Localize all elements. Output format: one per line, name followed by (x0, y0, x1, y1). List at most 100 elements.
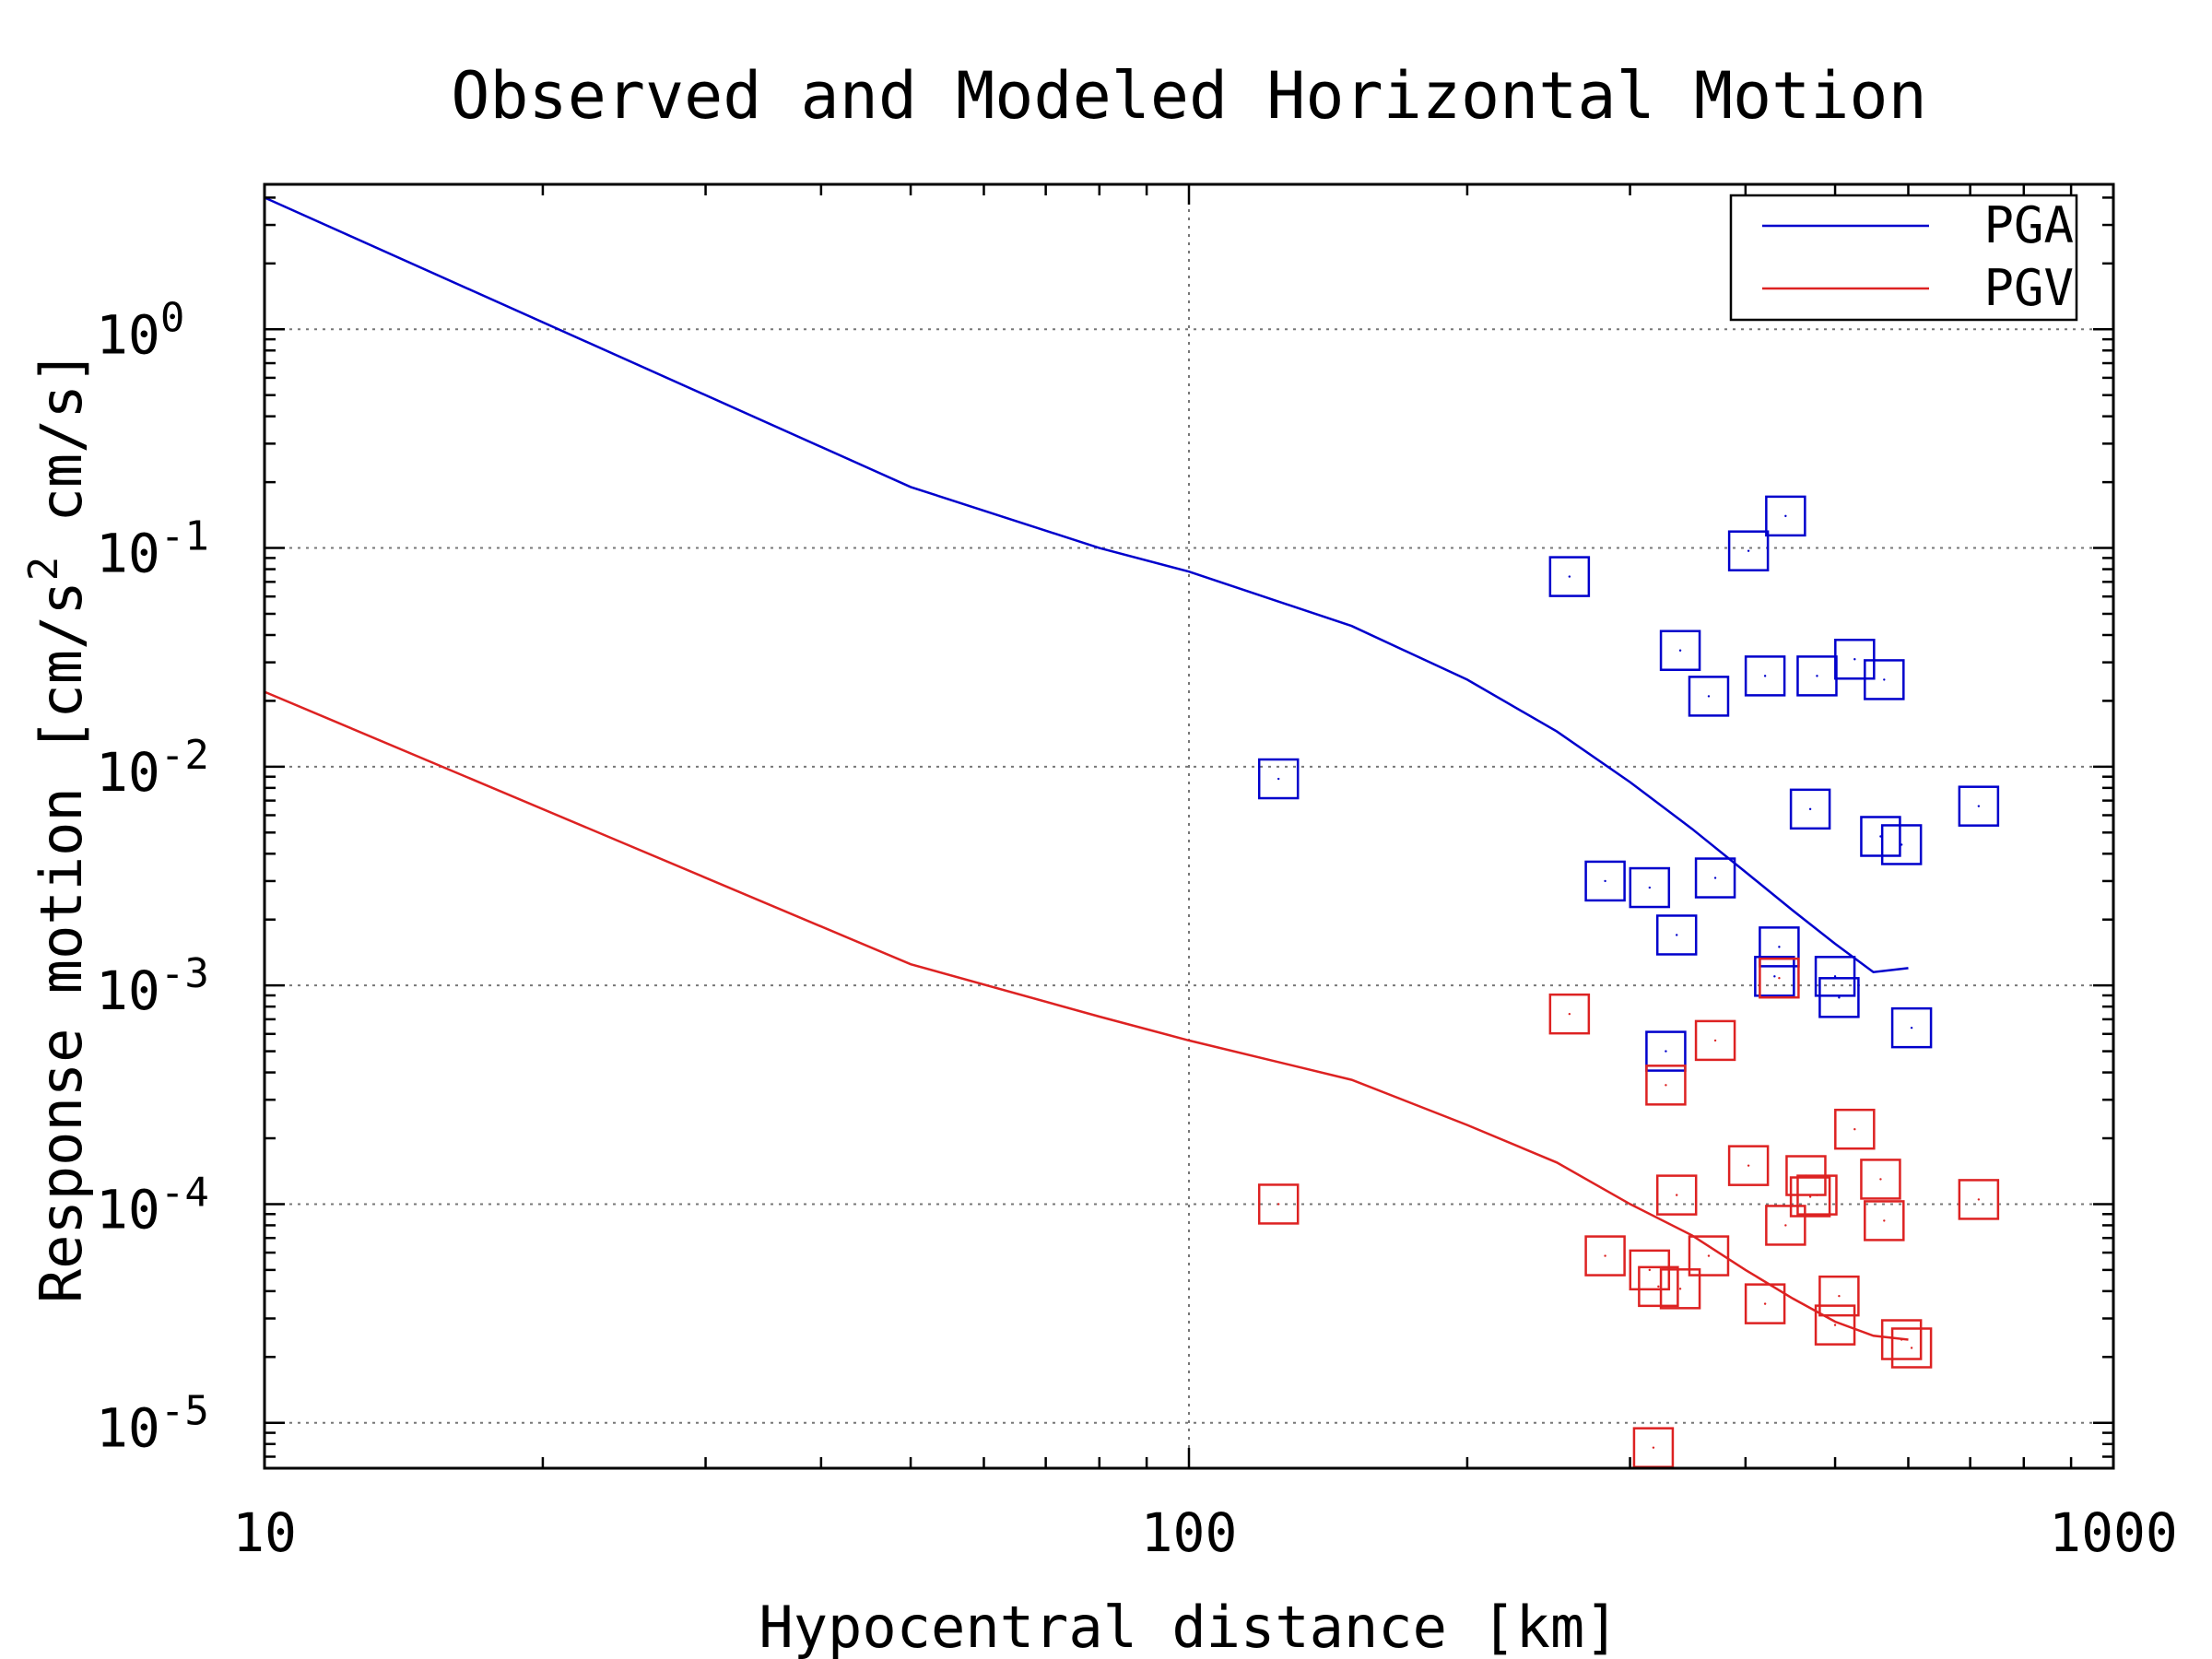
x-tick-label: 10 (232, 1501, 297, 1564)
pgv-observed-marker (1818, 1275, 1860, 1317)
pgv-observed-marker (1890, 1327, 1933, 1369)
pga-observed-point (1713, 877, 1717, 879)
pga-observed-marker (1629, 866, 1671, 909)
pga-observed-marker (1958, 785, 2000, 827)
y-tick-label: 100 (96, 294, 184, 366)
pga-observed-marker (1880, 824, 1923, 865)
y-axis-label: Response motion [cm/s2 cm/s] (20, 350, 95, 1303)
pga-observed-marker (1789, 788, 1831, 830)
pgv-observed-marker (1548, 993, 1591, 1035)
pga-observed-marker (1754, 956, 1795, 997)
y-tick-base: 10 (96, 959, 160, 1022)
pga-observed-marker (1659, 629, 1701, 671)
pga-observed-point (1853, 658, 1856, 661)
y-tick-base: 10 (96, 1397, 160, 1460)
y-tick-label: 10-5 (96, 1388, 209, 1460)
pga-observed-marker (1860, 816, 1901, 857)
pgv-observed-point (1977, 1198, 1981, 1201)
y-tick-base: 10 (96, 523, 160, 585)
grid (265, 184, 2113, 1468)
pgv-observed-point (1652, 1446, 1655, 1449)
pga-observed-point (1900, 843, 1903, 846)
legend-label-pgv: PGV (1983, 259, 2074, 317)
pga-observed-marker (1655, 914, 1698, 956)
pga-observed-marker (1727, 530, 1770, 571)
y-tick-label: 10-2 (96, 732, 209, 804)
pga-observed-point (1910, 1026, 1913, 1030)
pga-observed-marker (1548, 556, 1591, 597)
pga-observed-marker (1645, 1030, 1687, 1072)
pga-observed-point (1763, 675, 1767, 677)
pgv-observed-marker (1257, 1183, 1300, 1225)
pgv-observed-point (1676, 1194, 1678, 1196)
pgv-observed-marker (1727, 1145, 1770, 1186)
pgv-observed-point (1900, 1338, 1903, 1341)
pgv-observed-marker (1814, 1304, 1856, 1346)
pga-observed-point (1707, 695, 1711, 698)
y-axis-label-sup: 2 (20, 557, 67, 582)
pgv-observed-point (1910, 1347, 1913, 1349)
pga-observed-point (1665, 1050, 1667, 1053)
pga-observed-marker (1744, 655, 1786, 697)
pgv-observed-marker (1694, 1019, 1736, 1062)
pgv-observed-marker (1759, 957, 1800, 999)
pga-model-line (264, 196, 1909, 973)
pgv-observed-point (1657, 1285, 1660, 1288)
pgv-observed-point (1808, 1195, 1812, 1198)
pgv-observed-point (1665, 1084, 1667, 1087)
pgv-observed-point (1784, 1224, 1787, 1227)
pgv-observed-marker (1765, 1205, 1806, 1246)
y-tick-exponent: -4 (160, 1169, 209, 1216)
pga-observed-marker (1688, 676, 1730, 717)
pgv-observed-marker (1659, 1268, 1701, 1310)
pga-observed-marker (1765, 495, 1806, 537)
pgv-observed-point (1568, 1012, 1571, 1016)
pgv-observed-point (1879, 1178, 1882, 1181)
y-tick-label: 10-4 (96, 1169, 209, 1241)
pga-observed-point (1778, 946, 1781, 948)
pgv-observed-marker (1958, 1179, 2000, 1220)
pgv-observed-point (1838, 1294, 1841, 1298)
pgv-observed-marker (1789, 1176, 1831, 1218)
pgv-observed-marker (1860, 1159, 1901, 1200)
pga-observed-point (1784, 514, 1787, 518)
y-axis-label-unit: cm/s] (28, 350, 95, 557)
pga-observed-point (1883, 678, 1886, 681)
y-tick-label: 10-1 (96, 513, 209, 585)
pga-observed-point (1747, 549, 1750, 552)
pgv-observed-point (1277, 1203, 1280, 1206)
chart-title: Observed and Modeled Horizontal Motion (451, 58, 1926, 134)
pga-observed-marker (1864, 659, 1905, 700)
pga-observed-point (1838, 996, 1841, 999)
legend-box (1729, 194, 2078, 322)
y-tick-base: 10 (96, 741, 160, 804)
pga-observed-point (1977, 805, 1981, 807)
pgv-observed-marker (1584, 1235, 1626, 1277)
y-tick-exponent: -3 (160, 950, 209, 997)
y-tick-label: 10-3 (96, 950, 209, 1022)
pga-observed-marker (1584, 860, 1626, 902)
y-tick-exponent: 0 (160, 294, 185, 341)
pga-observed-marker (1818, 977, 1860, 1018)
pgv-observed-point (1763, 1302, 1767, 1305)
pga-observed-marker (1694, 857, 1736, 899)
pgv-observed-point (1604, 1254, 1606, 1257)
pgv-observed-marker (1688, 1235, 1730, 1277)
pgv-model-line (264, 690, 1909, 1341)
pgv-observed-point (1713, 1039, 1717, 1042)
pga-observed-point (1816, 675, 1818, 677)
pga-observed-point (1648, 886, 1652, 889)
pgv-observed-marker (1744, 1283, 1786, 1324)
pga-observed-point (1568, 575, 1571, 578)
pgv-observed-marker (1638, 1265, 1679, 1308)
x-tick-label: 100 (1141, 1501, 1238, 1564)
x-axis-label: Hypocentral distance [km] (759, 1594, 1618, 1659)
pga-observed-point (1604, 879, 1606, 883)
pgv-observed-point (1816, 1194, 1818, 1196)
pgv-observed-point (1778, 977, 1781, 980)
legend-label-pga: PGA (1983, 196, 2074, 254)
x-tick-label: 1000 (2049, 1501, 2178, 1564)
pgv-observed-marker (1796, 1174, 1838, 1216)
